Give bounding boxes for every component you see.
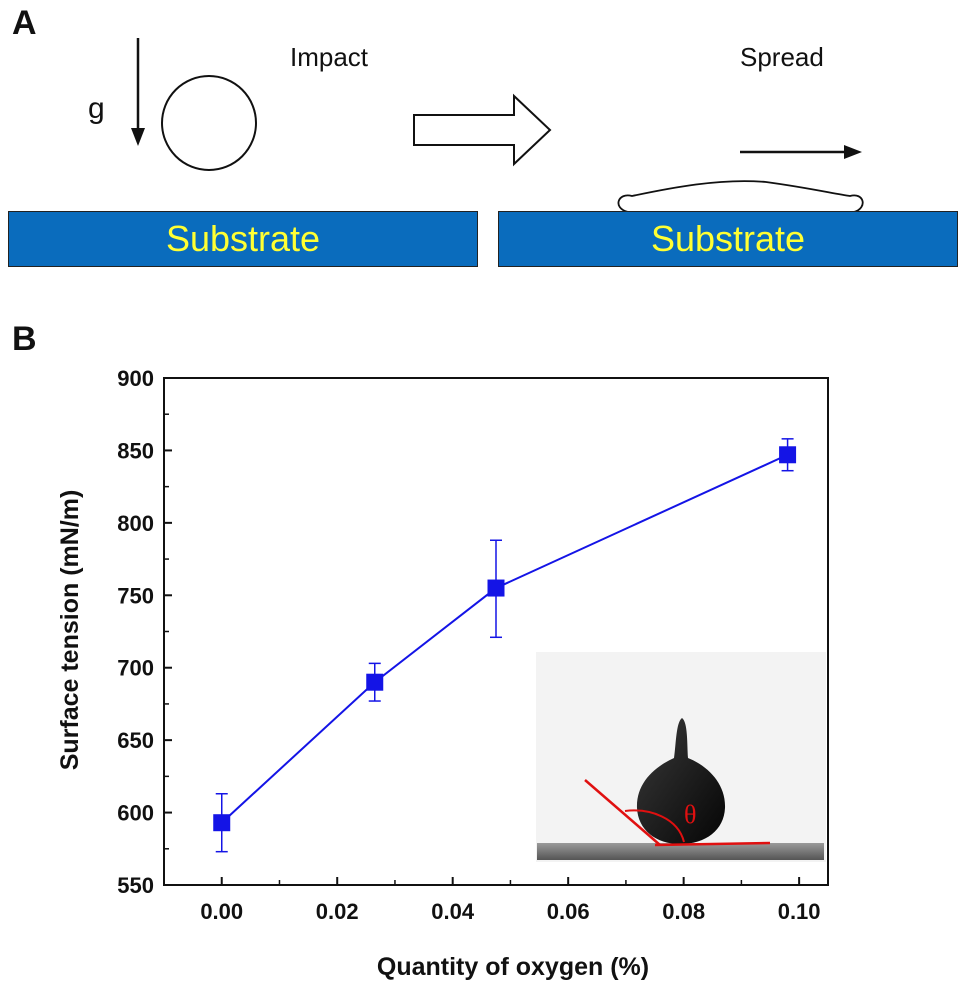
x-axis-title: Quantity of oxygen (%) <box>377 953 649 981</box>
inset-angle-arc <box>624 809 685 843</box>
inset-tangent-line <box>584 779 661 846</box>
x-tick-label: 0.10 <box>778 899 821 924</box>
panel-a-diagram <box>131 38 864 213</box>
data-point <box>213 814 231 832</box>
spread-droplet <box>617 180 864 213</box>
panel-b-letter: B <box>12 320 37 358</box>
inset-droplet <box>636 718 726 844</box>
inset-angle-label: θ <box>684 800 696 829</box>
impact-label: Impact <box>290 42 369 72</box>
substrate-left: Substrate <box>8 211 478 267</box>
droplet-circle <box>161 75 257 171</box>
substrate-right: Substrate <box>498 211 958 267</box>
data-point <box>487 579 505 597</box>
spread-label: Spread <box>740 42 824 72</box>
contact-angle-inset: θ <box>536 652 826 862</box>
y-tick-label: 800 <box>117 511 154 536</box>
y-tick-label: 900 <box>117 366 154 391</box>
inset-baseline-line <box>654 841 771 847</box>
y-axis-title: Surface tension (mN/m) <box>56 490 84 771</box>
axis-ticks: 550 600 650 700 750 800 850 900 0.00 0.02 0.04 0.06… <box>117 366 820 924</box>
y-tick-label: 600 <box>117 801 154 826</box>
spread-arrow-head <box>844 145 862 159</box>
data-point <box>366 673 384 691</box>
inset-plate <box>537 843 824 860</box>
y-tick-label: 650 <box>117 728 154 753</box>
process-arrow <box>413 93 552 167</box>
y-tick-label: 750 <box>117 583 154 608</box>
gravity-label: g <box>88 92 105 125</box>
x-tick-label: 0.04 <box>431 899 475 924</box>
gravity-arrow-head <box>131 128 145 146</box>
x-tick-label: 0.08 <box>662 899 705 924</box>
y-tick-label: 550 <box>117 873 154 898</box>
x-tick-label: 0.06 <box>547 899 590 924</box>
panel-a-letter: A <box>12 4 37 42</box>
x-tick-label: 0.00 <box>200 899 243 924</box>
y-tick-label: 700 <box>117 656 154 681</box>
y-tick-label: 850 <box>117 438 154 463</box>
series-layer <box>213 438 797 853</box>
data-point <box>779 446 797 464</box>
series-line <box>221 453 788 824</box>
x-tick-label: 0.02 <box>316 899 359 924</box>
